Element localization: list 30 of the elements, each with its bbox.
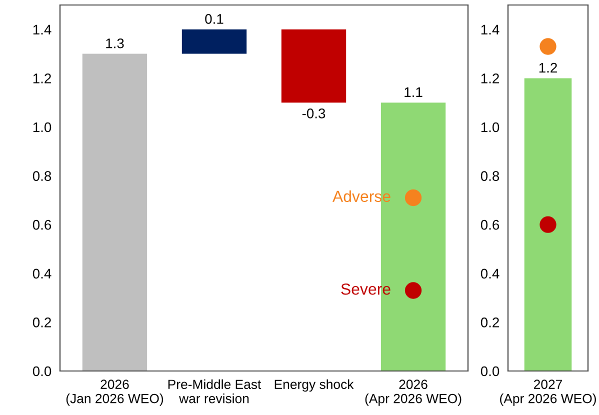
x-tick-label: 2026 (Jan 2026 WEO) bbox=[66, 380, 164, 406]
x-tick-label: 2026 (Apr 2026 WEO) bbox=[365, 380, 462, 406]
data-label: 1.1 bbox=[404, 87, 422, 97]
x-tick-label: Energy shock bbox=[274, 379, 354, 392]
y-tick-label: 0.0 bbox=[32, 366, 52, 376]
series-label: Severe bbox=[341, 283, 390, 295]
data-label: 0.1 bbox=[205, 14, 224, 24]
bar bbox=[182, 29, 247, 54]
y-tick-label: 0.2 bbox=[32, 318, 51, 328]
data-label: 1.3 bbox=[106, 38, 124, 48]
data-label: 1.2 bbox=[539, 62, 557, 73]
y-tick-label: 0.4 bbox=[32, 268, 52, 279]
y-tick-label: 1.4 bbox=[481, 24, 500, 34]
x-tick-label: Pre-Middle East war revision bbox=[168, 379, 262, 404]
y-tick-label: 0.8 bbox=[32, 171, 52, 181]
y-tick-label: 0.4 bbox=[480, 268, 500, 279]
y-tick-label: 1.2 bbox=[481, 74, 499, 84]
data-label: -0.3 bbox=[302, 108, 326, 118]
bar bbox=[281, 29, 346, 103]
x-tick-label: 2027 (Apr 2026 WEO) bbox=[500, 380, 596, 406]
y-tick-label: 1.0 bbox=[481, 122, 500, 132]
y-tick-label: 0.0 bbox=[480, 366, 500, 376]
y-tick-label: 1.4 bbox=[33, 24, 52, 34]
y-tick-label: 1.2 bbox=[33, 74, 51, 84]
y-tick-label: 0.8 bbox=[480, 171, 500, 181]
bar bbox=[82, 54, 148, 371]
y-tick-label: 1.0 bbox=[33, 122, 52, 132]
y-tick-label: 0.6 bbox=[32, 220, 52, 230]
y-tick-label: 0.6 bbox=[480, 220, 500, 230]
y-tick-label: 0.2 bbox=[480, 318, 499, 328]
